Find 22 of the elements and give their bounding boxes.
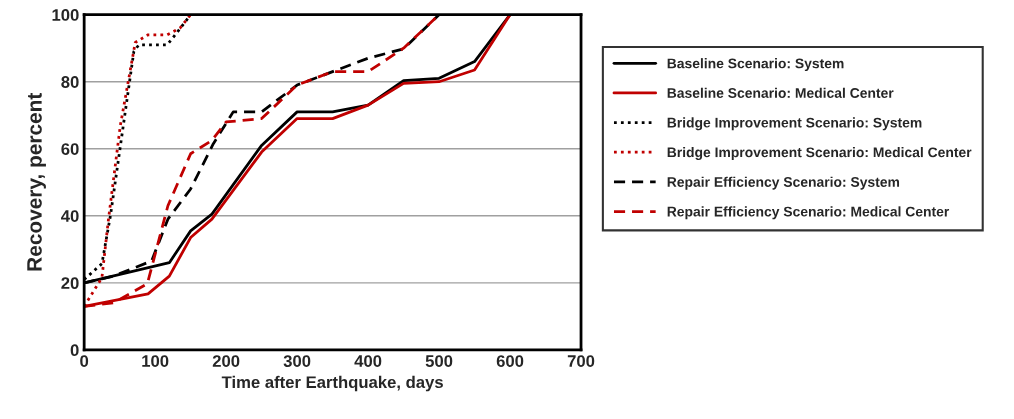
x-tick-label: 300: [283, 355, 311, 367]
legend-label: Baseline Scenario: System: [667, 58, 844, 72]
x-tick-label: 0: [80, 355, 89, 367]
legend-label: Repair Efficiency Scenario: System: [667, 176, 900, 190]
x-tick-label: 500: [425, 355, 453, 367]
y-axis-title: Recovery, percent: [27, 92, 46, 271]
y-tick-label: 40: [61, 210, 79, 222]
y-tick-label: 100: [52, 9, 79, 21]
x-tick-label: 200: [212, 355, 240, 367]
y-tick-label: 0: [70, 344, 79, 357]
legend-label: Bridge Improvement Scenario: Medical Center: [667, 147, 972, 161]
legend-label: Bridge Improvement Scenario: System: [667, 117, 922, 131]
legend-label: Repair Efficiency Scenario: Medical Center: [667, 206, 950, 220]
legend-label: Baseline Scenario: Medical Center: [667, 87, 894, 98]
x-tick-label: 400: [354, 355, 382, 367]
x-tick-label: 100: [142, 355, 169, 367]
x-axis-title: Time after Earthquake, days: [221, 375, 443, 392]
x-tick-label: 600: [496, 355, 524, 367]
y-tick-label: 20: [61, 277, 79, 290]
x-tick-label: 700: [567, 355, 595, 367]
y-tick-label: 80: [61, 76, 79, 88]
y-tick-label: 60: [61, 143, 79, 155]
